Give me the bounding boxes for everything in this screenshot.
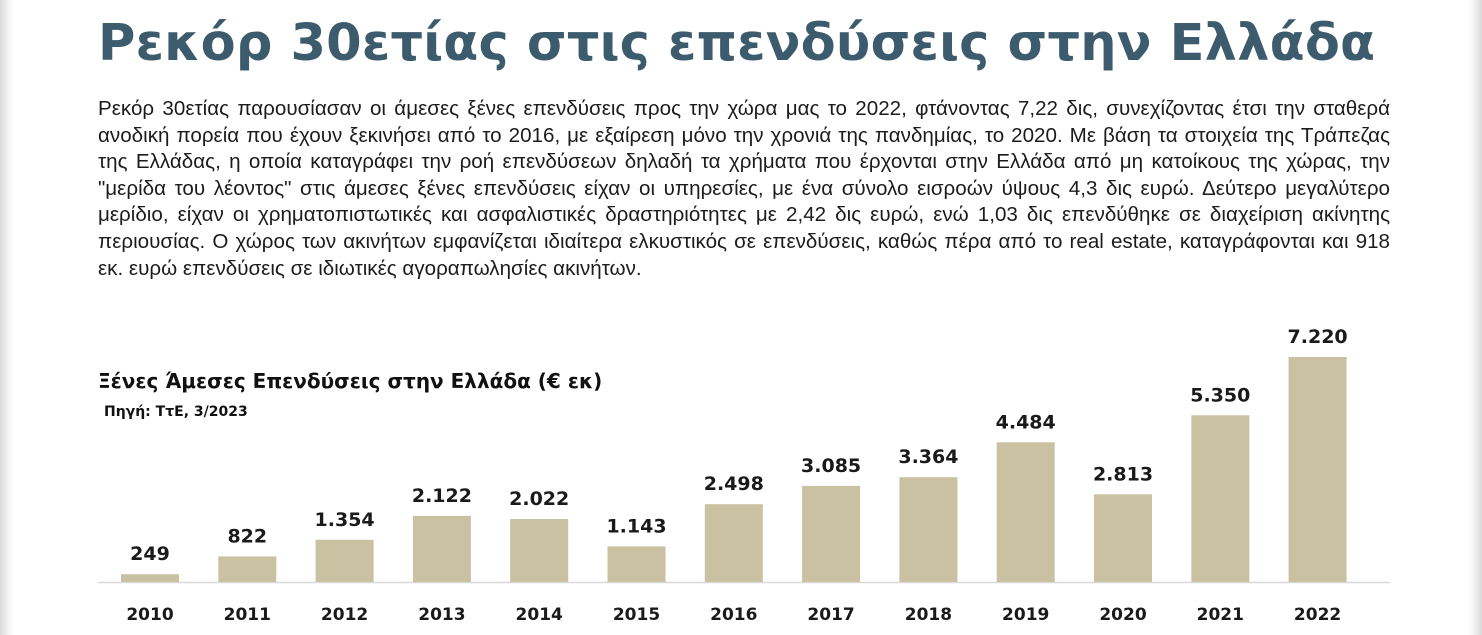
bar-2014	[510, 519, 569, 582]
category-label-2021: 2021	[1197, 605, 1244, 625]
category-label-2016: 2016	[710, 605, 757, 625]
category-label-2019: 2019	[1002, 605, 1049, 625]
value-label-2013: 2.122	[412, 485, 472, 507]
value-label-2021: 5.350	[1190, 384, 1250, 406]
value-label-2020: 2.813	[1093, 463, 1153, 485]
bar-2015	[607, 546, 666, 582]
article-body: Ρεκόρ 30ετίας παρουσίασαν οι άμεσες ξένε…	[98, 97, 1390, 280]
chart-title: Ξένες Άμεσες Επενδύσεις στην Ελλάδα (€ ε…	[98, 369, 603, 393]
category-label-2012: 2012	[321, 605, 368, 625]
value-label-2018: 3.364	[898, 446, 958, 468]
bar-2022	[1288, 357, 1347, 582]
bar-2011	[218, 556, 277, 582]
category-label-2010: 2010	[126, 605, 173, 625]
bar-2017	[802, 485, 861, 582]
bar-2010	[121, 574, 179, 582]
bar-2021	[1191, 415, 1250, 582]
value-label-2019: 4.484	[996, 411, 1056, 433]
article-headline: Ρεκόρ 30ετίας στις επενδύσεις στην Ελλάδ…	[98, 14, 1376, 73]
category-label-2022: 2022	[1294, 605, 1341, 625]
value-label-2015: 1.143	[606, 515, 666, 537]
value-label-2017: 3.085	[801, 455, 861, 477]
category-label-2013: 2013	[418, 605, 465, 625]
bar-2018	[899, 477, 958, 582]
value-label-2022: 7.220	[1288, 326, 1348, 348]
value-label-2012: 1.354	[315, 509, 375, 531]
bar-2020	[1094, 494, 1152, 582]
page-edge-left	[0, 0, 14, 635]
value-label-2010: 249	[130, 543, 170, 565]
bar-2016	[704, 504, 763, 582]
category-label-2014: 2014	[516, 605, 563, 625]
value-label-2016: 2.498	[704, 473, 764, 495]
value-label-2014: 2.022	[509, 488, 569, 510]
category-label-2018: 2018	[905, 605, 952, 625]
bar-2019	[996, 442, 1055, 582]
category-label-2015: 2015	[613, 605, 660, 625]
bar-2012	[315, 539, 374, 582]
page-edge-right	[1468, 0, 1482, 635]
value-label-2011: 822	[227, 525, 267, 547]
category-label-2011: 2011	[224, 605, 271, 625]
category-label-2020: 2020	[1099, 605, 1146, 625]
bar-2013	[412, 515, 471, 582]
chart-source: Πηγή: ΤτΕ, 3/2023	[104, 404, 248, 420]
category-label-2017: 2017	[807, 605, 854, 625]
